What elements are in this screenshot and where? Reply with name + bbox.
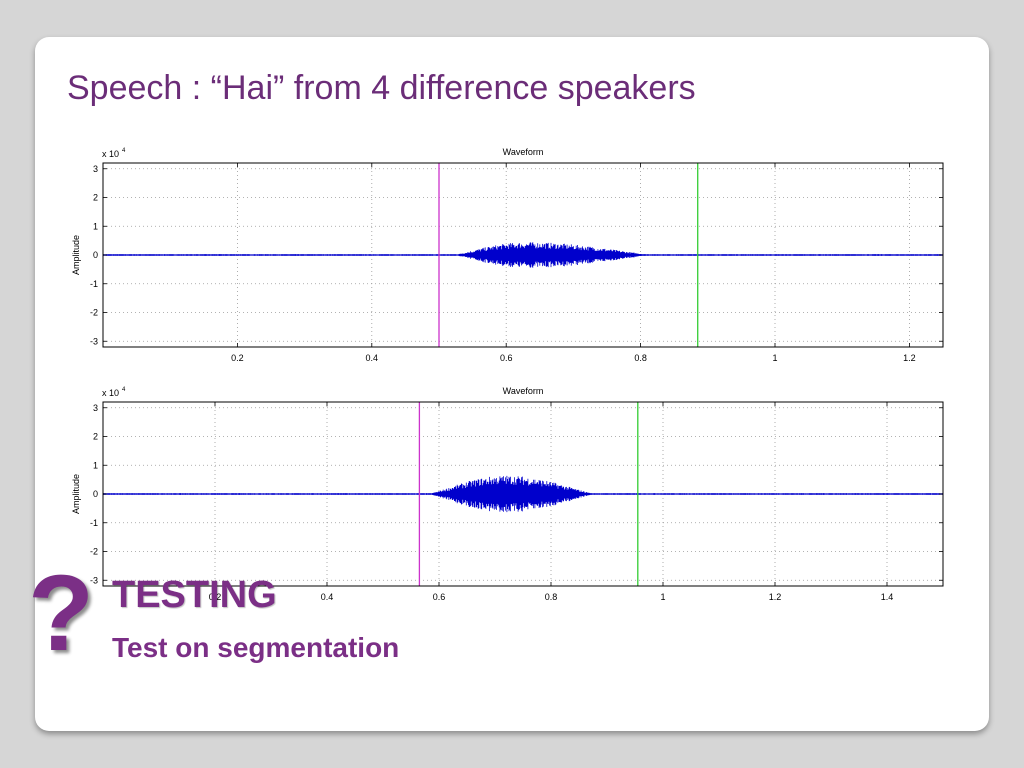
y-tick-label: 1 [93,221,98,231]
x-tick-label: 1.2 [769,592,782,602]
slide-card: Speech : “Hai” from 4 difference speaker… [35,37,989,731]
x-tick-label: 0.8 [634,353,647,363]
y-tick-label: 0 [93,250,98,260]
waveform-chart-2: 0.2 0.4 0.6 0.8 1 1.2 1.4 3 2 1 0 -1 -2 -3 Waveform x 1… [71,386,944,602]
y-axis-label: Amplitude [71,235,81,275]
y-exponent-label: x 10 [102,388,119,398]
y-tick-label: -1 [90,518,98,528]
y-tick-label: 3 [93,164,98,174]
x-tick-label: 0.2 [209,592,222,602]
chart-title: Waveform [503,147,544,157]
y-tick-label: -2 [90,547,98,557]
y-tick-label: 2 [93,432,98,442]
waveform-chart-1: 0.2 0.4 0.6 0.8 1 1.2 3 2 1 0 -1 -2 -3 Waveform x 10 4 A… [71,147,944,363]
y-tick-label: 3 [93,403,98,413]
slide-title: Speech : “Hai” from 4 difference speaker… [67,69,696,107]
x-tick-label: 0.8 [545,592,558,602]
y-tick-label: -3 [90,575,98,585]
y-exponent-label: x 10 [102,149,119,159]
chart-title: Waveform [503,386,544,396]
x-tick-label: 0.6 [433,592,446,602]
y-tick-label: -3 [90,336,98,346]
x-tick-label: 1.2 [903,353,916,363]
x-tick-label: 0.2 [231,353,244,363]
y-exponent-power: 4 [122,387,126,393]
question-mark-icon: ? [28,552,94,673]
y-exponent-power: 4 [122,148,126,154]
x-tick-label: 1.4 [881,592,894,602]
testing-heading: TESTING [112,574,277,616]
y-axis-label: Amplitude [71,474,81,514]
x-tick-label: 1 [772,353,777,363]
x-tick-label: 0.6 [500,353,513,363]
x-tick-label: 0.4 [366,353,379,363]
y-tick-label: 0 [93,489,98,499]
y-tick-label: -2 [90,308,98,318]
testing-subheading: Test on segmentation [112,632,400,663]
y-tick-label: 2 [93,193,98,203]
x-tick-label: 0.4 [321,592,334,602]
y-tick-label: 1 [93,460,98,470]
y-tick-label: -1 [90,279,98,289]
x-tick-label: 1 [660,592,665,602]
